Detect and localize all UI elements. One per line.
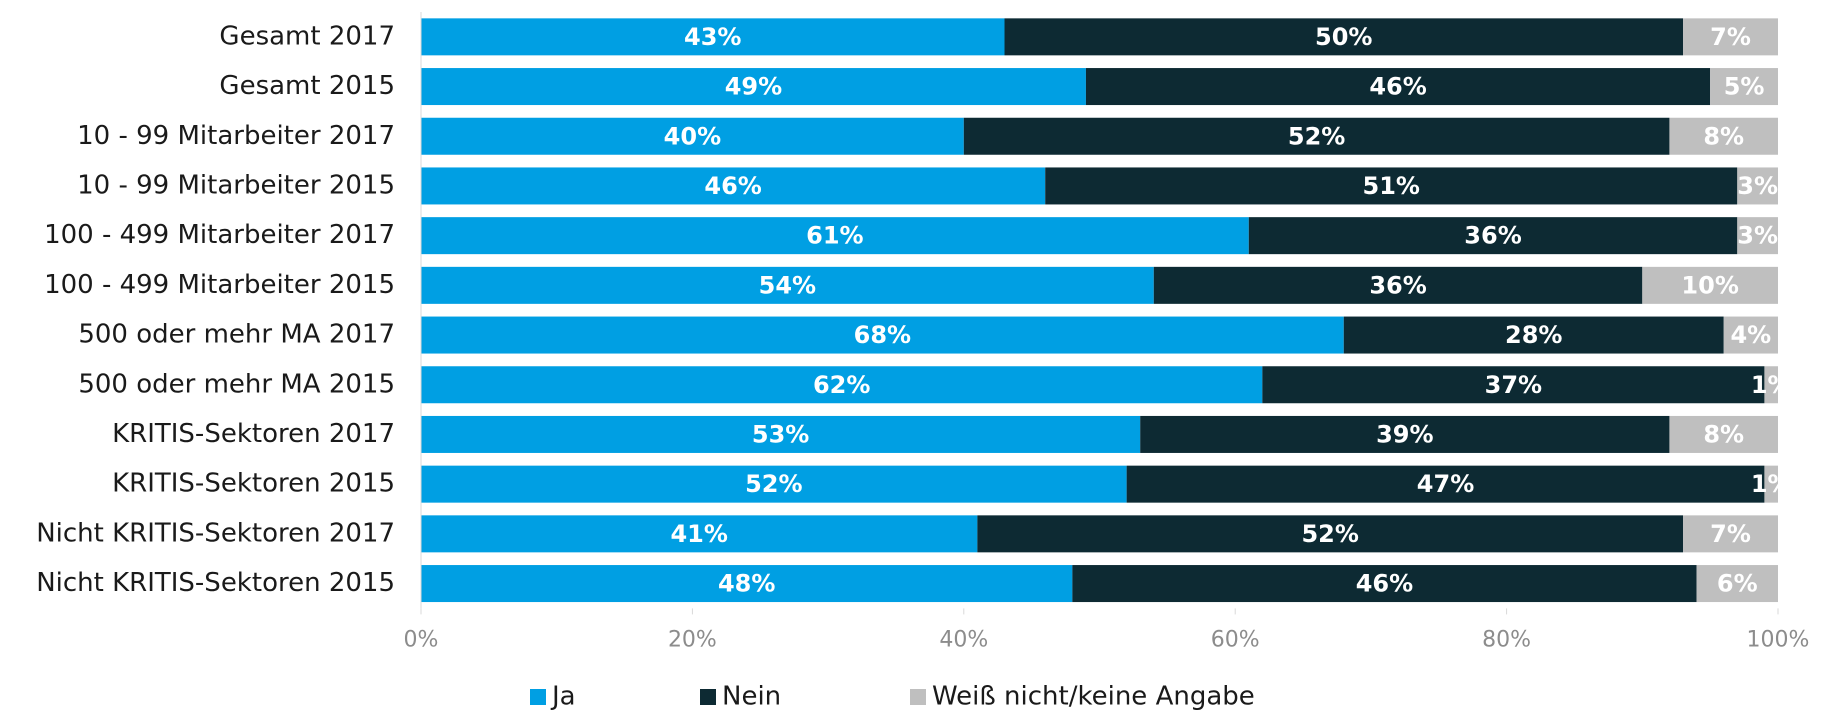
bar-segment xyxy=(1262,366,1765,404)
bar-segment xyxy=(1764,465,1778,503)
legend-label: Weiß nicht/keine Angabe xyxy=(932,682,1255,712)
category-label: 500 oder mehr MA 2017 xyxy=(78,320,395,350)
data-label: 3% xyxy=(1737,172,1778,200)
bar-segment xyxy=(421,515,978,553)
bar-segment xyxy=(1764,366,1778,404)
bar-segment xyxy=(1669,117,1778,155)
x-tick-label: 60% xyxy=(1211,627,1260,652)
data-label: 48% xyxy=(718,570,775,598)
bar-segment xyxy=(1710,68,1778,106)
data-label: 50% xyxy=(1315,23,1372,51)
bar-segment xyxy=(1153,266,1643,304)
category-label: Nicht KRITIS-Sektoren 2017 xyxy=(36,518,395,548)
category-label: 10 - 99 Mitarbeiter 2015 xyxy=(77,170,395,200)
bar-segment xyxy=(421,167,1046,205)
bar-segment xyxy=(1140,415,1670,453)
data-label: 8% xyxy=(1703,122,1744,150)
data-label: 41% xyxy=(670,520,727,548)
bar-segment xyxy=(1723,316,1778,354)
legend-swatch xyxy=(910,689,926,705)
data-label: 1% xyxy=(1751,470,1792,498)
x-tick-label: 0% xyxy=(404,627,439,652)
x-tick-label: 100% xyxy=(1747,627,1810,652)
bar-segment xyxy=(421,117,964,155)
bar-segment xyxy=(1669,415,1778,453)
data-label: 68% xyxy=(854,321,911,349)
bar-segment xyxy=(421,68,1086,106)
data-label: 40% xyxy=(664,122,721,150)
bar-segment xyxy=(421,415,1141,453)
data-label: 62% xyxy=(813,371,870,399)
bar-segment xyxy=(963,117,1670,155)
x-tick-label: 80% xyxy=(1482,627,1531,652)
category-label: KRITIS-Sektoren 2017 xyxy=(112,419,395,449)
legend-label: Ja xyxy=(550,682,576,712)
legend-label: Nein xyxy=(722,682,781,712)
data-label: 49% xyxy=(725,73,782,101)
data-label: 47% xyxy=(1417,470,1474,498)
data-label: 52% xyxy=(1288,122,1345,150)
category-label: KRITIS-Sektoren 2015 xyxy=(112,469,395,499)
data-label: 52% xyxy=(745,470,802,498)
data-label: 28% xyxy=(1505,321,1562,349)
legend-swatch xyxy=(530,689,546,705)
data-label: 36% xyxy=(1464,222,1521,250)
data-label: 8% xyxy=(1703,420,1744,448)
data-label: 1% xyxy=(1751,371,1792,399)
data-label: 61% xyxy=(806,222,863,250)
bar-segment xyxy=(421,18,1005,56)
legend-swatch xyxy=(700,689,716,705)
data-label: 7% xyxy=(1710,23,1751,51)
bar-segment xyxy=(1737,217,1778,255)
bar-segment xyxy=(1085,68,1711,106)
data-label: 4% xyxy=(1730,321,1771,349)
x-tick-label: 40% xyxy=(939,627,988,652)
data-label: 53% xyxy=(752,420,809,448)
bar-segment xyxy=(421,266,1154,304)
data-label: 7% xyxy=(1710,520,1751,548)
bar-segment xyxy=(1642,266,1778,304)
x-tick-label: 20% xyxy=(668,627,717,652)
category-label: Gesamt 2015 xyxy=(219,71,395,101)
data-label: 6% xyxy=(1717,570,1758,598)
category-label: 500 oder mehr MA 2015 xyxy=(78,369,395,399)
category-label: Gesamt 2017 xyxy=(219,21,395,51)
bar-segment xyxy=(1737,167,1778,205)
data-label: 43% xyxy=(684,23,741,51)
bar-segment xyxy=(1045,167,1738,205)
bar-segment xyxy=(421,465,1127,503)
data-label: 46% xyxy=(704,172,761,200)
data-label: 39% xyxy=(1376,420,1433,448)
data-label: 52% xyxy=(1301,520,1358,548)
data-label: 10% xyxy=(1681,271,1738,299)
bar-segment xyxy=(421,217,1249,255)
data-label: 3% xyxy=(1737,222,1778,250)
data-label: 54% xyxy=(759,271,816,299)
bar-segment xyxy=(977,515,1684,553)
data-label: 51% xyxy=(1363,172,1420,200)
data-label: 5% xyxy=(1724,73,1765,101)
category-label: Nicht KRITIS-Sektoren 2015 xyxy=(36,568,395,598)
category-label: 100 - 499 Mitarbeiter 2017 xyxy=(44,220,395,250)
bar-segment xyxy=(1004,18,1684,56)
bar-segment xyxy=(421,366,1263,404)
bar-segment xyxy=(421,565,1073,603)
bar-segment xyxy=(421,316,1344,354)
bar-segment xyxy=(1126,465,1765,503)
bar-segment xyxy=(1683,515,1778,553)
bar-segment xyxy=(1248,217,1738,255)
data-label: 46% xyxy=(1356,570,1413,598)
bar-segment xyxy=(1343,316,1724,354)
data-label: 46% xyxy=(1369,73,1426,101)
data-label: 36% xyxy=(1369,271,1426,299)
bar-segment xyxy=(1683,18,1778,56)
bar-segment xyxy=(1696,565,1778,603)
category-label: 100 - 499 Mitarbeiter 2015 xyxy=(44,270,395,300)
data-label: 37% xyxy=(1485,371,1542,399)
category-label: 10 - 99 Mitarbeiter 2017 xyxy=(77,121,395,151)
bar-segment xyxy=(1072,565,1697,603)
